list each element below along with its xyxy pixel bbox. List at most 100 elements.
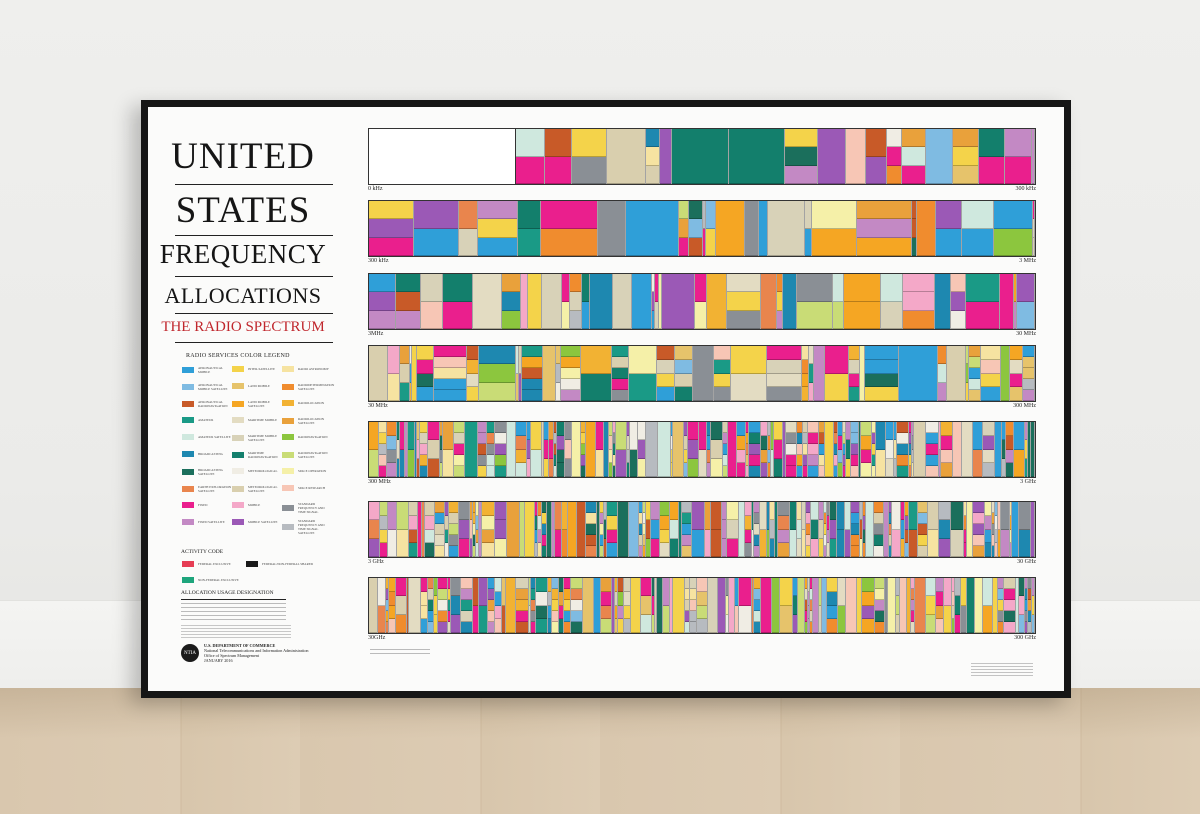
allocation-block	[1010, 346, 1023, 401]
allocation-cell	[651, 596, 654, 615]
allocation-cell	[604, 538, 607, 557]
allocation-cell	[819, 455, 825, 466]
allocation-cell	[904, 529, 908, 544]
allocation-cell	[451, 614, 460, 633]
allocation-cell	[748, 455, 761, 466]
legend-item: MARITIME MOBILE SATELLITE	[232, 434, 282, 442]
allocation-block	[775, 502, 779, 557]
allocation-cell	[761, 463, 768, 477]
allocation-block	[506, 422, 517, 477]
allocation-block	[506, 578, 516, 633]
allocation-cell	[542, 524, 546, 535]
allocation-cell	[865, 373, 899, 388]
allocation-cell	[1004, 129, 1032, 157]
allocation-cell	[804, 611, 807, 622]
allocation-cell	[594, 578, 601, 633]
allocation-block	[674, 346, 693, 401]
allocation-block	[1031, 502, 1035, 557]
allocation-block	[626, 201, 680, 256]
allocation-cell	[773, 440, 783, 459]
allocation-block	[369, 129, 516, 184]
allocation-cell	[739, 578, 751, 606]
allocation-cell	[377, 605, 386, 633]
allocation-block	[908, 422, 912, 477]
legend-item: AERONAUTICAL RADIONAVIGATION	[182, 400, 232, 408]
allocation-cell	[731, 373, 767, 401]
allocation-cell	[607, 515, 617, 530]
allocation-cell	[761, 422, 768, 436]
allocation-block	[406, 578, 410, 633]
legend-label: BROADCASTING SATELLITE	[198, 468, 223, 476]
allocation-cell	[818, 129, 845, 184]
allocation-block	[941, 422, 953, 477]
allocation-cell	[640, 578, 651, 597]
allocation-cell	[669, 520, 679, 539]
allocation-cell	[467, 359, 479, 374]
allocation-cell	[682, 546, 692, 557]
legend-label: BROADCASTING	[198, 452, 223, 456]
legend-item: MARITIME MOBILE	[232, 417, 277, 423]
allocation-cell	[627, 449, 629, 464]
allocation-block	[861, 578, 875, 633]
allocation-block	[938, 422, 942, 477]
allocation-cell	[501, 605, 506, 633]
allocation-cell	[819, 520, 824, 539]
allocation-cell	[833, 455, 837, 466]
allocation-cell	[601, 605, 611, 620]
band-start-label: 300 kHz	[368, 258, 389, 264]
allocation-cell	[440, 449, 442, 464]
allocation-block	[417, 422, 421, 477]
allocation-cell	[442, 301, 473, 329]
allocation-block	[966, 502, 973, 557]
allocation-block	[386, 578, 390, 633]
allocation-block	[597, 502, 601, 557]
allocation-cell	[399, 422, 404, 450]
allocation-block	[531, 578, 536, 633]
allocation-block	[682, 502, 693, 557]
allocation-cell	[640, 596, 651, 615]
allocation-cell	[1022, 357, 1034, 368]
allocation-cell	[645, 165, 660, 184]
poster-footnote	[971, 663, 1033, 677]
allocation-cell	[554, 455, 556, 466]
allocation-block	[564, 422, 572, 477]
allocation-cell	[581, 422, 585, 433]
allocation-block	[728, 578, 736, 633]
allocation-cell	[396, 529, 408, 557]
allocation-cell	[623, 578, 630, 592]
allocation-cell	[460, 589, 472, 600]
allocation-cell	[454, 455, 464, 466]
allocation-cell	[495, 520, 507, 539]
allocation-cell	[611, 357, 629, 368]
allocation-cell	[746, 422, 748, 433]
allocation-cell	[473, 535, 476, 546]
allocation-block	[707, 578, 719, 633]
allocation-cell	[857, 578, 861, 633]
allocation-cell	[611, 346, 629, 357]
allocation-block	[670, 578, 674, 633]
title-line-3: FREQUENCY	[159, 239, 327, 269]
allocation-cell	[476, 529, 478, 544]
allocation-block	[540, 201, 599, 256]
allocation-block	[810, 578, 813, 633]
allocation-cell	[886, 458, 893, 477]
allocation-cell	[640, 614, 651, 633]
allocation-cell	[911, 435, 914, 450]
allocation-cell	[951, 578, 955, 592]
allocation-cell	[714, 359, 731, 374]
allocation-cell	[785, 444, 797, 455]
activity-item: NON-FEDERAL EXCLUSIVE	[182, 577, 239, 583]
allocation-cell	[445, 515, 449, 530]
allocation-cell	[965, 274, 999, 302]
allocation-cell	[845, 129, 865, 184]
allocation-cell	[547, 619, 552, 633]
allocation-cell	[972, 502, 984, 513]
allocation-cell	[600, 513, 604, 524]
allocation-cell	[409, 382, 412, 401]
allocation-cell	[908, 455, 911, 466]
allocation-cell	[992, 578, 998, 633]
allocation-cell	[796, 301, 832, 329]
allocation-cell	[861, 449, 871, 464]
allocation-cell	[657, 422, 670, 477]
allocation-cell	[936, 591, 943, 606]
